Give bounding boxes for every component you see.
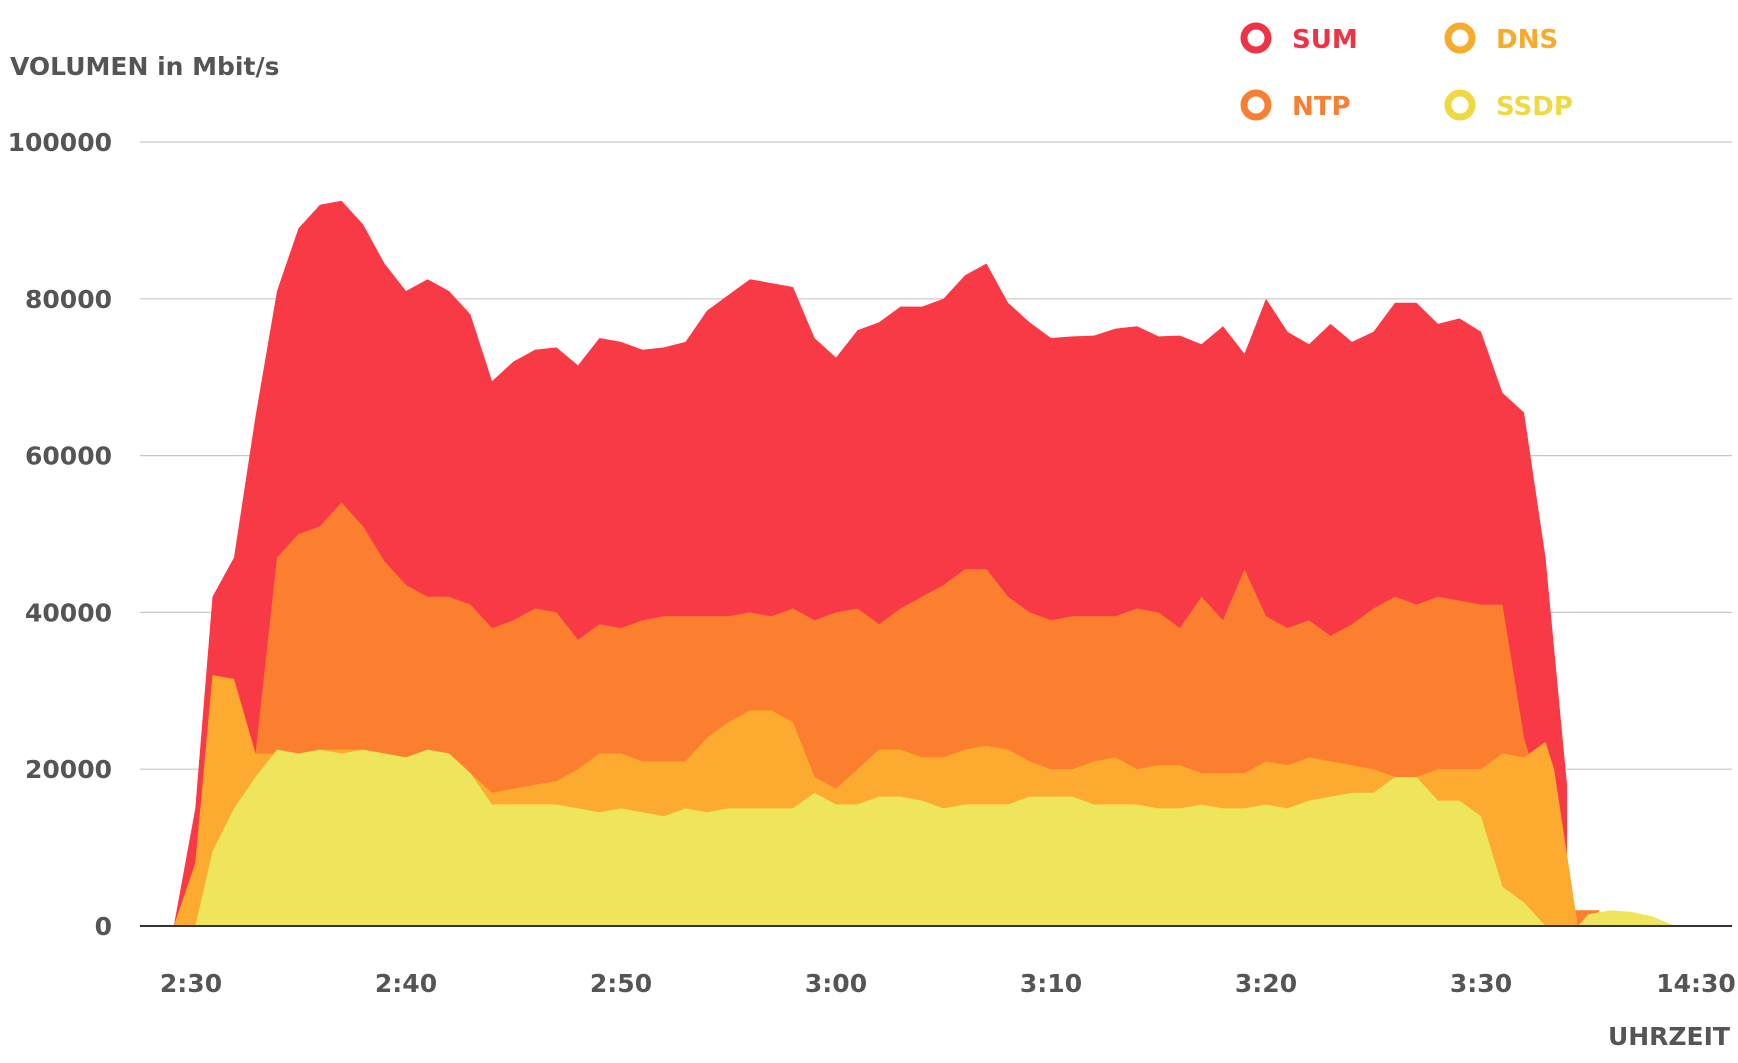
x-tick-label: 2:40 bbox=[375, 969, 437, 998]
x-tick-labels: 2:30 2:40 2:50 3:00 3:10 3:20 3:30 14:30 bbox=[160, 969, 1736, 998]
legend-marker bbox=[1240, 22, 1272, 54]
y-tick-labels: 0 20000 40000 60000 80000 100000 bbox=[8, 128, 112, 941]
x-tick-label: 2:30 bbox=[160, 969, 222, 998]
y-tick-label: 60000 bbox=[25, 442, 112, 471]
legend-label: DNS bbox=[1496, 25, 1558, 55]
x-tick-label: 14:30 bbox=[1656, 969, 1736, 998]
series-areas bbox=[173, 200, 1675, 927]
y-axis-title: VOLUMEN in Mbit/s bbox=[10, 52, 279, 81]
legend-item-ntp: NTP bbox=[1240, 89, 1351, 122]
y-tick-label: 100000 bbox=[8, 128, 112, 157]
legend-marker bbox=[1240, 89, 1272, 121]
x-tick-label: 3:00 bbox=[805, 969, 867, 998]
y-tick-label: 20000 bbox=[25, 755, 112, 784]
legend-item-sum: SUM bbox=[1240, 22, 1358, 55]
x-tick-label: 3:10 bbox=[1020, 969, 1082, 998]
y-tick-label: 40000 bbox=[25, 598, 112, 627]
y-tick-label: 0 bbox=[95, 912, 112, 941]
x-tick-label: 3:20 bbox=[1235, 969, 1297, 998]
legend-item-ssdp: SSDP bbox=[1444, 89, 1573, 122]
x-axis-title: UHRZEIT bbox=[1608, 1022, 1730, 1051]
legend-marker bbox=[1444, 89, 1476, 121]
x-tick-label: 3:30 bbox=[1450, 969, 1512, 998]
x-tick-label: 2:50 bbox=[590, 969, 652, 998]
legend-label: NTP bbox=[1292, 92, 1351, 122]
legend-marker bbox=[1444, 22, 1476, 54]
legend-item-dns: DNS bbox=[1444, 22, 1558, 55]
area-ssdp bbox=[195, 749, 1675, 926]
legend: SUM DNS NTP SSDP bbox=[1240, 22, 1573, 122]
legend-label: SSDP bbox=[1496, 92, 1573, 122]
y-tick-label: 80000 bbox=[25, 285, 112, 314]
legend-label: SUM bbox=[1292, 25, 1358, 55]
